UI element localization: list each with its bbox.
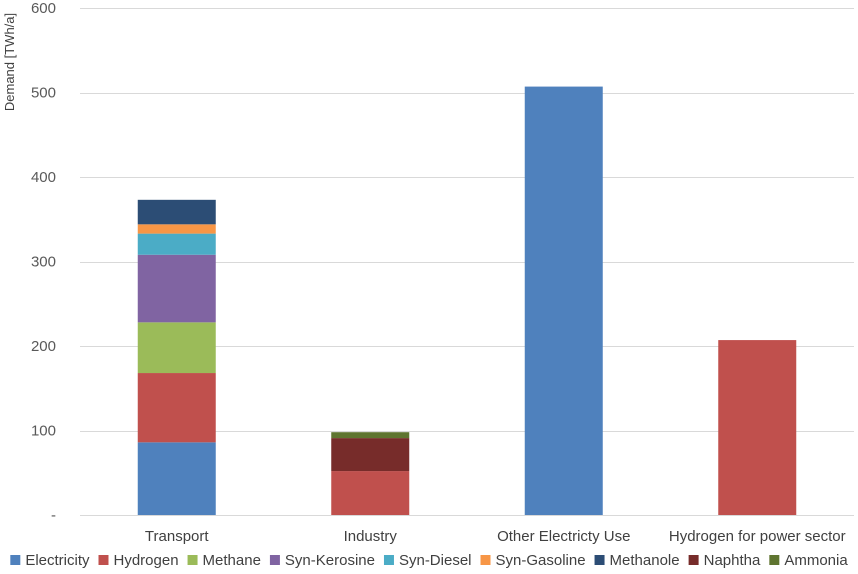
legend-label: Naphtha [704,552,761,569]
y-tick-label: - [51,507,56,524]
legend-item: Syn-Gasoline [480,552,586,569]
bar-segment-hydrogen [718,340,797,515]
legend-item: Electricity [10,552,90,569]
legend-swatch [383,555,394,565]
y-tick-label: 200 [31,338,56,355]
legend-swatch [269,555,280,565]
bar-segment-syn-diesel [137,233,216,255]
legend-swatch [480,555,491,565]
legend-label: Syn-Gasoline [496,552,586,569]
legend-swatch [10,555,21,565]
legend-label: Syn-Kerosine [285,552,375,569]
y-tick-label: 500 [31,85,56,102]
legend-label: Methanole [610,552,680,569]
legend-swatch [769,555,780,565]
bar-segment-hydrogen [137,373,216,443]
legend: Electricity Hydrogen Methane Syn-Kerosine Sy… [10,552,848,569]
bar-segment-electricity [137,442,216,515]
x-category-label: Hydrogen for power sector [669,528,846,545]
y-tick-label: 400 [31,169,56,186]
bar-segment-syn-gasoline [137,224,216,234]
legend-swatch [594,555,605,565]
legend-label: Ammonia [784,552,848,569]
y-tick-label: 600 [31,0,56,17]
legend-item: Methanole [594,552,680,569]
legend-swatch [187,555,198,565]
legend-swatch [688,555,699,565]
bar-segment-electricity [524,86,603,516]
bar-segment-naphtha [331,438,410,472]
x-axis-categories: Transport Industry Other Electricty Use Hyd… [145,528,846,545]
legend-item: Syn-Kerosine [269,552,375,569]
bar-segment-syn-kerosine [137,254,216,323]
bars [137,86,797,516]
y-tick-label: 100 [31,423,56,440]
x-category-label: Transport [145,528,209,545]
legend-label: Methane [203,552,261,569]
bar-segment-methanole [137,199,216,225]
legend-item: Methane [187,552,261,569]
legend-label: Hydrogen [114,552,179,569]
legend-item: Hydrogen [98,552,179,569]
legend-item: Ammonia [769,552,848,569]
legend-label: Syn-Diesel [399,552,472,569]
legend-item: Syn-Diesel [383,552,472,569]
bar-segment-ammonia [331,432,410,439]
y-tick-label: 300 [31,254,56,271]
y-axis-label: Demand [TWh/a] [2,13,17,111]
bar-segment-methane [137,322,216,374]
legend-item: Naphtha [688,552,761,569]
legend-label: Electricity [25,552,90,569]
x-category-label: Industry [344,528,398,545]
legend-swatch [98,555,109,565]
bar-segment-hydrogen [331,471,410,515]
y-axis-ticks: - 100 200 300 400 500 600 [31,0,56,524]
x-category-label: Other Electricty Use [497,528,630,545]
